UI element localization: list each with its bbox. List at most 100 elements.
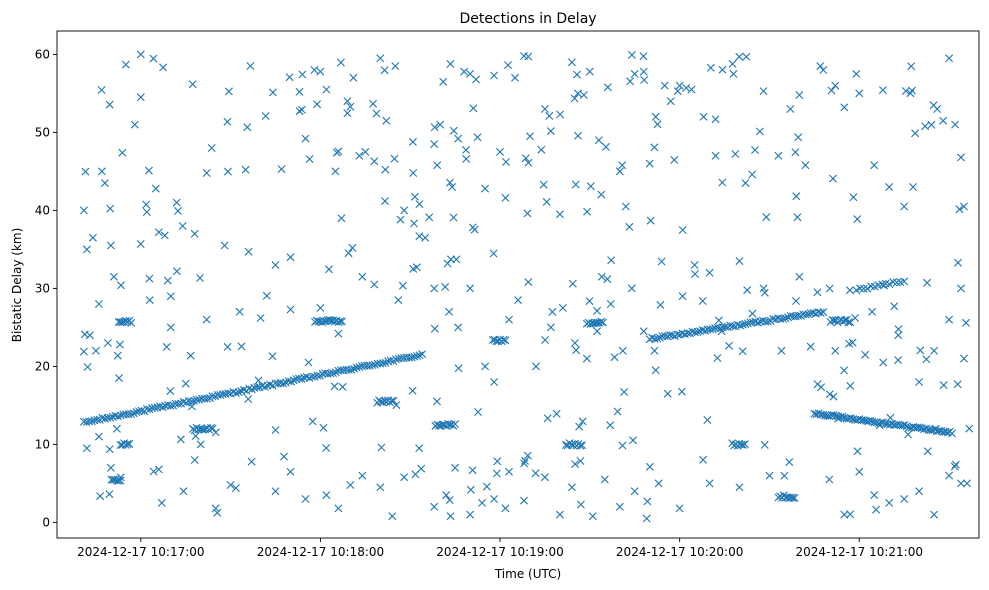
data-point	[945, 471, 954, 480]
data-point	[127, 318, 136, 327]
data-point	[886, 413, 895, 422]
data-point	[268, 352, 277, 361]
data-point	[392, 401, 401, 410]
data-point	[82, 245, 91, 254]
data-point	[742, 52, 751, 61]
data-point	[116, 473, 125, 482]
data-point	[381, 197, 389, 206]
data-point	[831, 346, 840, 355]
data-point	[268, 88, 277, 97]
data-point	[739, 440, 748, 449]
data-point	[442, 491, 451, 500]
data-point	[543, 414, 552, 423]
data-point	[346, 481, 355, 489]
data-point	[466, 284, 475, 293]
data-point	[728, 322, 737, 331]
y-tick-label: 20	[35, 359, 50, 373]
data-point	[713, 354, 722, 362]
data-point	[931, 424, 940, 433]
data-point	[653, 334, 662, 343]
data-point	[468, 466, 477, 475]
data-point	[829, 174, 837, 183]
data-point	[593, 327, 602, 336]
data-point	[705, 479, 714, 488]
data-point	[653, 120, 662, 129]
data-point	[430, 123, 439, 132]
x-axis-label: Time (UTC)	[494, 567, 561, 581]
data-point	[115, 374, 123, 383]
data-point	[166, 387, 175, 396]
data-point	[391, 62, 400, 71]
data-point	[441, 282, 450, 291]
data-point	[923, 447, 932, 456]
data-point	[377, 443, 386, 452]
data-point	[398, 281, 407, 290]
data-point	[481, 184, 490, 193]
data-point	[466, 510, 475, 519]
data-point	[568, 279, 577, 288]
data-point	[226, 481, 235, 489]
data-point	[827, 86, 836, 95]
data-point	[618, 441, 627, 450]
data-point	[793, 213, 802, 222]
data-point	[433, 397, 441, 406]
data-point	[729, 69, 738, 78]
data-point	[410, 192, 419, 201]
data-point	[468, 223, 477, 232]
data-point	[786, 105, 795, 113]
data-point	[639, 327, 648, 336]
data-point	[740, 440, 749, 449]
data-point	[531, 469, 540, 478]
data-point	[698, 297, 707, 305]
data-point	[174, 206, 182, 215]
data-point	[600, 475, 609, 484]
data-point	[532, 362, 540, 371]
data-point	[785, 458, 794, 467]
data-point	[105, 490, 114, 499]
data-point	[334, 329, 343, 338]
data-point	[552, 409, 561, 418]
data-point	[176, 435, 185, 444]
data-point	[957, 153, 965, 162]
data-point	[760, 288, 769, 297]
data-point	[322, 444, 331, 452]
data-point	[880, 281, 889, 290]
data-point	[87, 417, 96, 426]
data-point	[853, 447, 862, 456]
data-point	[921, 122, 930, 131]
data-point	[670, 155, 679, 164]
data-point	[578, 417, 587, 426]
data-point	[109, 272, 118, 281]
data-point	[316, 303, 325, 312]
data-point	[951, 120, 960, 129]
data-point	[781, 314, 790, 323]
data-point	[105, 100, 114, 109]
data-point	[305, 155, 314, 164]
data-point	[430, 140, 439, 149]
data-point	[892, 278, 901, 287]
data-point	[840, 103, 849, 112]
data-point	[115, 340, 124, 349]
data-point	[801, 310, 810, 319]
data-point	[650, 143, 659, 152]
data-point	[819, 308, 828, 317]
data-point	[382, 116, 391, 125]
data-point	[388, 512, 397, 521]
data-point	[286, 467, 295, 476]
data-point	[186, 351, 195, 360]
data-point	[845, 286, 854, 295]
data-point	[751, 146, 759, 154]
data-point	[241, 165, 250, 174]
data-point	[955, 205, 964, 214]
data-point	[154, 465, 163, 474]
data-point	[346, 102, 355, 111]
data-point	[945, 315, 954, 324]
data-point	[816, 308, 825, 317]
data-point	[870, 491, 879, 500]
data-point	[571, 460, 580, 469]
data-point	[355, 363, 364, 371]
data-point	[285, 73, 294, 82]
data-point	[945, 54, 954, 63]
data-point	[113, 351, 122, 360]
y-tick-label: 0	[42, 515, 50, 529]
